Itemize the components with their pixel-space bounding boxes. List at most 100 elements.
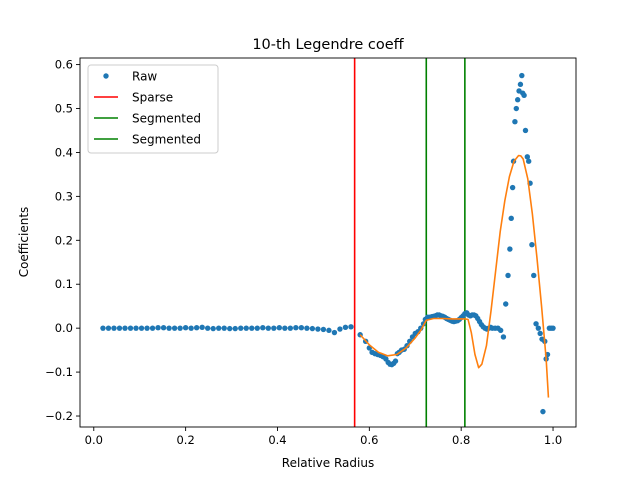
- raw-data-point: [522, 127, 529, 134]
- raw-data-point: [298, 325, 305, 331]
- raw-data-point: [505, 272, 511, 279]
- fitted-curve-line: [359, 154, 550, 398]
- raw-data-point: [243, 325, 249, 331]
- raw-data-point: [529, 241, 535, 248]
- raw-data-point: [166, 325, 172, 331]
- y-tick-label: 0.3: [55, 189, 73, 203]
- raw-data-point: [531, 272, 537, 279]
- x-tick-label: 1.0: [544, 433, 562, 447]
- raw-data-point: [513, 105, 519, 112]
- raw-data-point: [304, 325, 310, 331]
- raw-data-point: [122, 325, 128, 331]
- raw-data-point: [348, 324, 354, 330]
- raw-data-point: [282, 325, 288, 331]
- legend-entry-raw: Raw: [103, 70, 157, 84]
- raw-data-point: [127, 325, 134, 331]
- x-tick-label: 0.6: [360, 433, 378, 447]
- raw-data-point: [188, 325, 194, 331]
- raw-data-point: [232, 325, 238, 332]
- legend-entry-sparse: Sparse: [94, 91, 173, 105]
- raw-data-point: [507, 246, 513, 252]
- raw-data-point: [517, 81, 524, 88]
- x-axis-label: Relative Radius: [282, 456, 374, 470]
- raw-data-point: [111, 325, 117, 331]
- axes-frame: [79, 57, 577, 428]
- raw-data-point: [540, 408, 546, 415]
- raw-data-point: [287, 325, 294, 331]
- raw-data-point: [533, 321, 539, 327]
- y-tick-label: 0.5: [55, 102, 73, 116]
- raw-data-point: [503, 301, 509, 307]
- legend-box: [87, 64, 219, 154]
- y-tick-label: 0.1: [55, 277, 73, 291]
- raw-data-point: [497, 327, 504, 334]
- raw-data-point: [521, 92, 527, 99]
- raw-data-point: [177, 325, 183, 331]
- raw-data-point: [193, 325, 200, 331]
- chart-title: 10-th Legendre coeff: [252, 37, 404, 53]
- raw-data-point: [392, 358, 399, 364]
- raw-data-point: [249, 325, 255, 331]
- raw-data-point: [276, 325, 283, 331]
- legend-label: Raw: [132, 70, 157, 84]
- raw-data-point: [182, 325, 189, 331]
- x-tick-label: 0.2: [176, 433, 194, 447]
- y-axis-label: Coefficients: [17, 207, 31, 278]
- raw-data-point: [271, 325, 277, 331]
- raw-data-point: [509, 184, 516, 191]
- legend-marker-icon: [103, 73, 109, 79]
- raw-data-point: [320, 326, 327, 333]
- raw-data-point: [550, 325, 556, 331]
- x-tick-label: 0.8: [452, 433, 470, 447]
- raw-data-point: [204, 325, 211, 331]
- x-tick-label: 0.0: [85, 433, 103, 447]
- raw-data-point: [116, 325, 123, 331]
- raw-data-point: [254, 325, 260, 331]
- raw-data-point: [524, 154, 531, 160]
- raw-data-point: [525, 158, 532, 164]
- raw-data-point: [260, 325, 266, 331]
- y-tick-label: −0.2: [45, 409, 73, 423]
- legend: Raw Sparse Segmented Segmented: [87, 64, 219, 154]
- raw-data-point: [238, 325, 244, 331]
- raw-data-point: [508, 215, 514, 222]
- legend-label: Segmented: [132, 133, 201, 147]
- raw-data-point: [215, 325, 222, 331]
- raw-data-point: [144, 325, 150, 331]
- y-tick-label: 0.4: [55, 145, 73, 159]
- raw-data-point: [100, 325, 106, 331]
- y-tick-label: 0.2: [55, 233, 73, 247]
- raw-data-point: [519, 72, 525, 79]
- raw-data-point: [537, 330, 543, 337]
- raw-data-point: [138, 325, 145, 331]
- plot-area: 0.0 0.2 0.4 0.6 0.8 1.0 −0.2 −0.1 0.0 0.1 0.2 0.3 0.…: [45, 57, 577, 447]
- legend-entry-segmented: Segmented: [94, 133, 201, 147]
- raw-data-point: [309, 325, 316, 332]
- legend-label: Segmented: [132, 112, 201, 126]
- raw-data-point: [210, 325, 216, 332]
- y-tick-label: −0.1: [45, 365, 73, 379]
- raw-data-point: [105, 325, 112, 331]
- y-tick-label: 0.6: [55, 58, 73, 72]
- raw-data-point: [500, 334, 507, 340]
- raw-data-point: [227, 325, 233, 332]
- legend-label: Sparse: [132, 91, 173, 105]
- raw-data-point: [265, 325, 271, 331]
- raw-data-point: [512, 118, 518, 125]
- raw-data-point: [342, 324, 349, 330]
- raw-data-point: [160, 325, 167, 331]
- raw-data-point: [315, 326, 321, 332]
- data-layer: [100, 58, 556, 427]
- raw-data-point: [199, 324, 205, 330]
- legend-entry-segmented: Segmented: [94, 112, 201, 126]
- raw-data-point: [514, 97, 521, 103]
- raw-data-point: [171, 325, 178, 331]
- raw-data-point: [293, 325, 299, 331]
- raw-data-point: [149, 325, 156, 331]
- raw-data-point: [337, 326, 343, 332]
- y-tick-label: 0.0: [55, 321, 73, 335]
- raw-data-point: [221, 325, 227, 331]
- x-tick-label: 0.4: [268, 433, 286, 447]
- raw-data-point: [326, 327, 332, 334]
